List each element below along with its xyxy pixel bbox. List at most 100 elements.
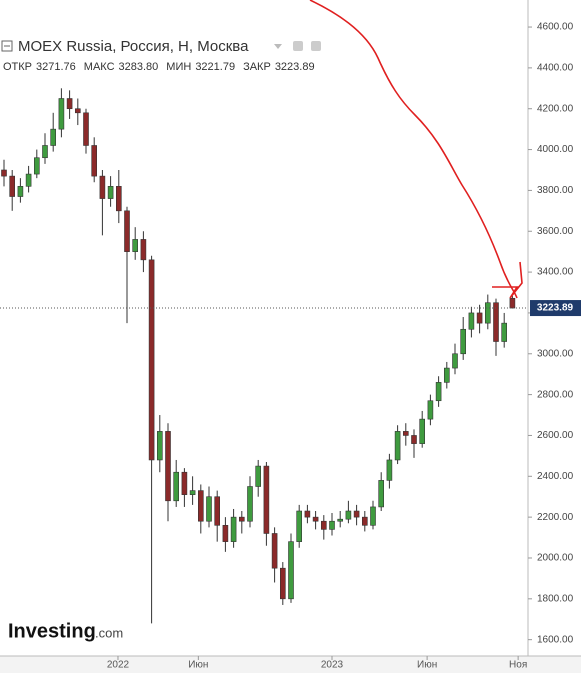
- candle-body: [148, 259, 155, 461]
- x-tick-label: 2022: [107, 660, 130, 671]
- candle-body: [435, 382, 442, 402]
- y-tick-label: 3000.00: [537, 348, 574, 359]
- candle-body: [501, 322, 508, 342]
- candle-body: [386, 459, 393, 481]
- candle-body: [329, 520, 335, 530]
- x-axis-band: [0, 656, 581, 673]
- candle-body: [83, 112, 89, 146]
- candle-body: [9, 175, 15, 197]
- y-tick-label: 2000.00: [537, 553, 574, 564]
- candle-body: [58, 98, 65, 130]
- candle-body: [288, 541, 294, 600]
- y-tick-label: 3600.00: [537, 226, 574, 237]
- candle-body: [402, 431, 409, 436]
- candle-body: [75, 108, 81, 114]
- x-tick-label: Ноя: [509, 660, 527, 671]
- y-tick-label: 3400.00: [537, 267, 574, 278]
- y-tick-label: 2800.00: [537, 389, 574, 400]
- candle-body: [476, 312, 483, 324]
- candle-body: [493, 302, 499, 342]
- candle-body: [66, 98, 73, 110]
- last-price-badge: [530, 300, 581, 317]
- candle-body: [337, 518, 344, 522]
- candle-body: [247, 486, 253, 522]
- candle-body: [17, 186, 24, 197]
- candle-body: [411, 435, 417, 444]
- y-tick-label: 1600.00: [537, 634, 574, 645]
- candle-body: [509, 297, 516, 309]
- plot-area: [1, 88, 516, 624]
- candle-body: [140, 239, 147, 261]
- candle-body: [279, 567, 286, 600]
- candle-body: [263, 465, 270, 534]
- chart-title: MOEX Russia, Россия, Н, Москва: [18, 38, 249, 55]
- candle-body: [50, 128, 57, 146]
- candle-body: [320, 520, 327, 530]
- candle-body: [25, 173, 32, 187]
- header-value: 3221.79: [195, 61, 235, 73]
- candle-body: [165, 431, 171, 502]
- candle-body: [304, 510, 311, 518]
- candle-body: [378, 480, 385, 508]
- candle-body: [173, 471, 179, 502]
- candle-body: [99, 175, 106, 199]
- candle-body: [361, 516, 368, 526]
- ohlc-header: ОТКР 3271.76 МАКС 3283.80 МИН 3221.79 ЗАКР 3223…: [3, 61, 315, 73]
- header-value: 3223.89: [275, 61, 315, 73]
- y-tick-label: 2600.00: [537, 430, 574, 441]
- candle-body: [468, 312, 475, 330]
- collapse-icon[interactable]: [1, 40, 13, 52]
- header-value: 3283.80: [119, 61, 159, 73]
- header-label: МИН: [166, 61, 191, 73]
- x-tick-label: Июн: [417, 660, 437, 671]
- logo-suffix: .com: [95, 625, 123, 640]
- candle-body: [370, 506, 376, 526]
- candle-body: [116, 186, 122, 212]
- y-tick-label: 1800.00: [537, 593, 574, 604]
- header-label: МАКС: [84, 61, 115, 73]
- settings-icon[interactable]: [293, 41, 303, 51]
- candle-body: [443, 367, 450, 383]
- annotation-arrowhead: [492, 261, 523, 299]
- candle-body: [42, 145, 48, 159]
- y-tick-label: 4200.00: [537, 103, 574, 114]
- gear-icon[interactable]: [311, 41, 321, 51]
- candle-body: [419, 418, 426, 444]
- candle-body: [1, 169, 7, 177]
- candle-body: [460, 328, 467, 355]
- candle-body: [132, 239, 138, 252]
- candle-body: [271, 533, 278, 569]
- logo: Investing: [8, 620, 96, 642]
- candle-body: [345, 510, 352, 520]
- candle-body: [206, 496, 212, 522]
- candle-body: [198, 490, 204, 522]
- candle-body: [427, 400, 434, 420]
- candle-body: [353, 510, 360, 518]
- candle-body: [33, 157, 40, 175]
- candle-body: [181, 471, 188, 495]
- x-tick-label: Июн: [188, 660, 208, 671]
- candle-body: [452, 353, 458, 369]
- last-price-label: 3223.89: [537, 303, 574, 314]
- candle-body: [296, 510, 303, 542]
- candle-body: [124, 210, 130, 252]
- candle-body: [91, 145, 97, 177]
- candle-body: [222, 525, 229, 542]
- annotation-arrow: [309, 0, 518, 299]
- candle-body: [312, 516, 319, 522]
- candle-body: [484, 302, 491, 324]
- candle-body: [107, 186, 114, 199]
- candle-body: [255, 465, 261, 487]
- header-label: ЗАКР: [243, 61, 271, 73]
- candle-body: [214, 496, 220, 526]
- y-tick-label: 4600.00: [537, 22, 574, 33]
- header-label: ОТКР: [3, 61, 32, 73]
- candle-body: [157, 431, 163, 461]
- candle-body: [239, 516, 245, 522]
- candle-body: [189, 490, 196, 495]
- y-tick-label: 3800.00: [537, 185, 574, 196]
- dropdown-icon[interactable]: [274, 44, 282, 49]
- y-tick-label: 2200.00: [537, 512, 574, 523]
- y-tick-label: 4400.00: [537, 63, 574, 74]
